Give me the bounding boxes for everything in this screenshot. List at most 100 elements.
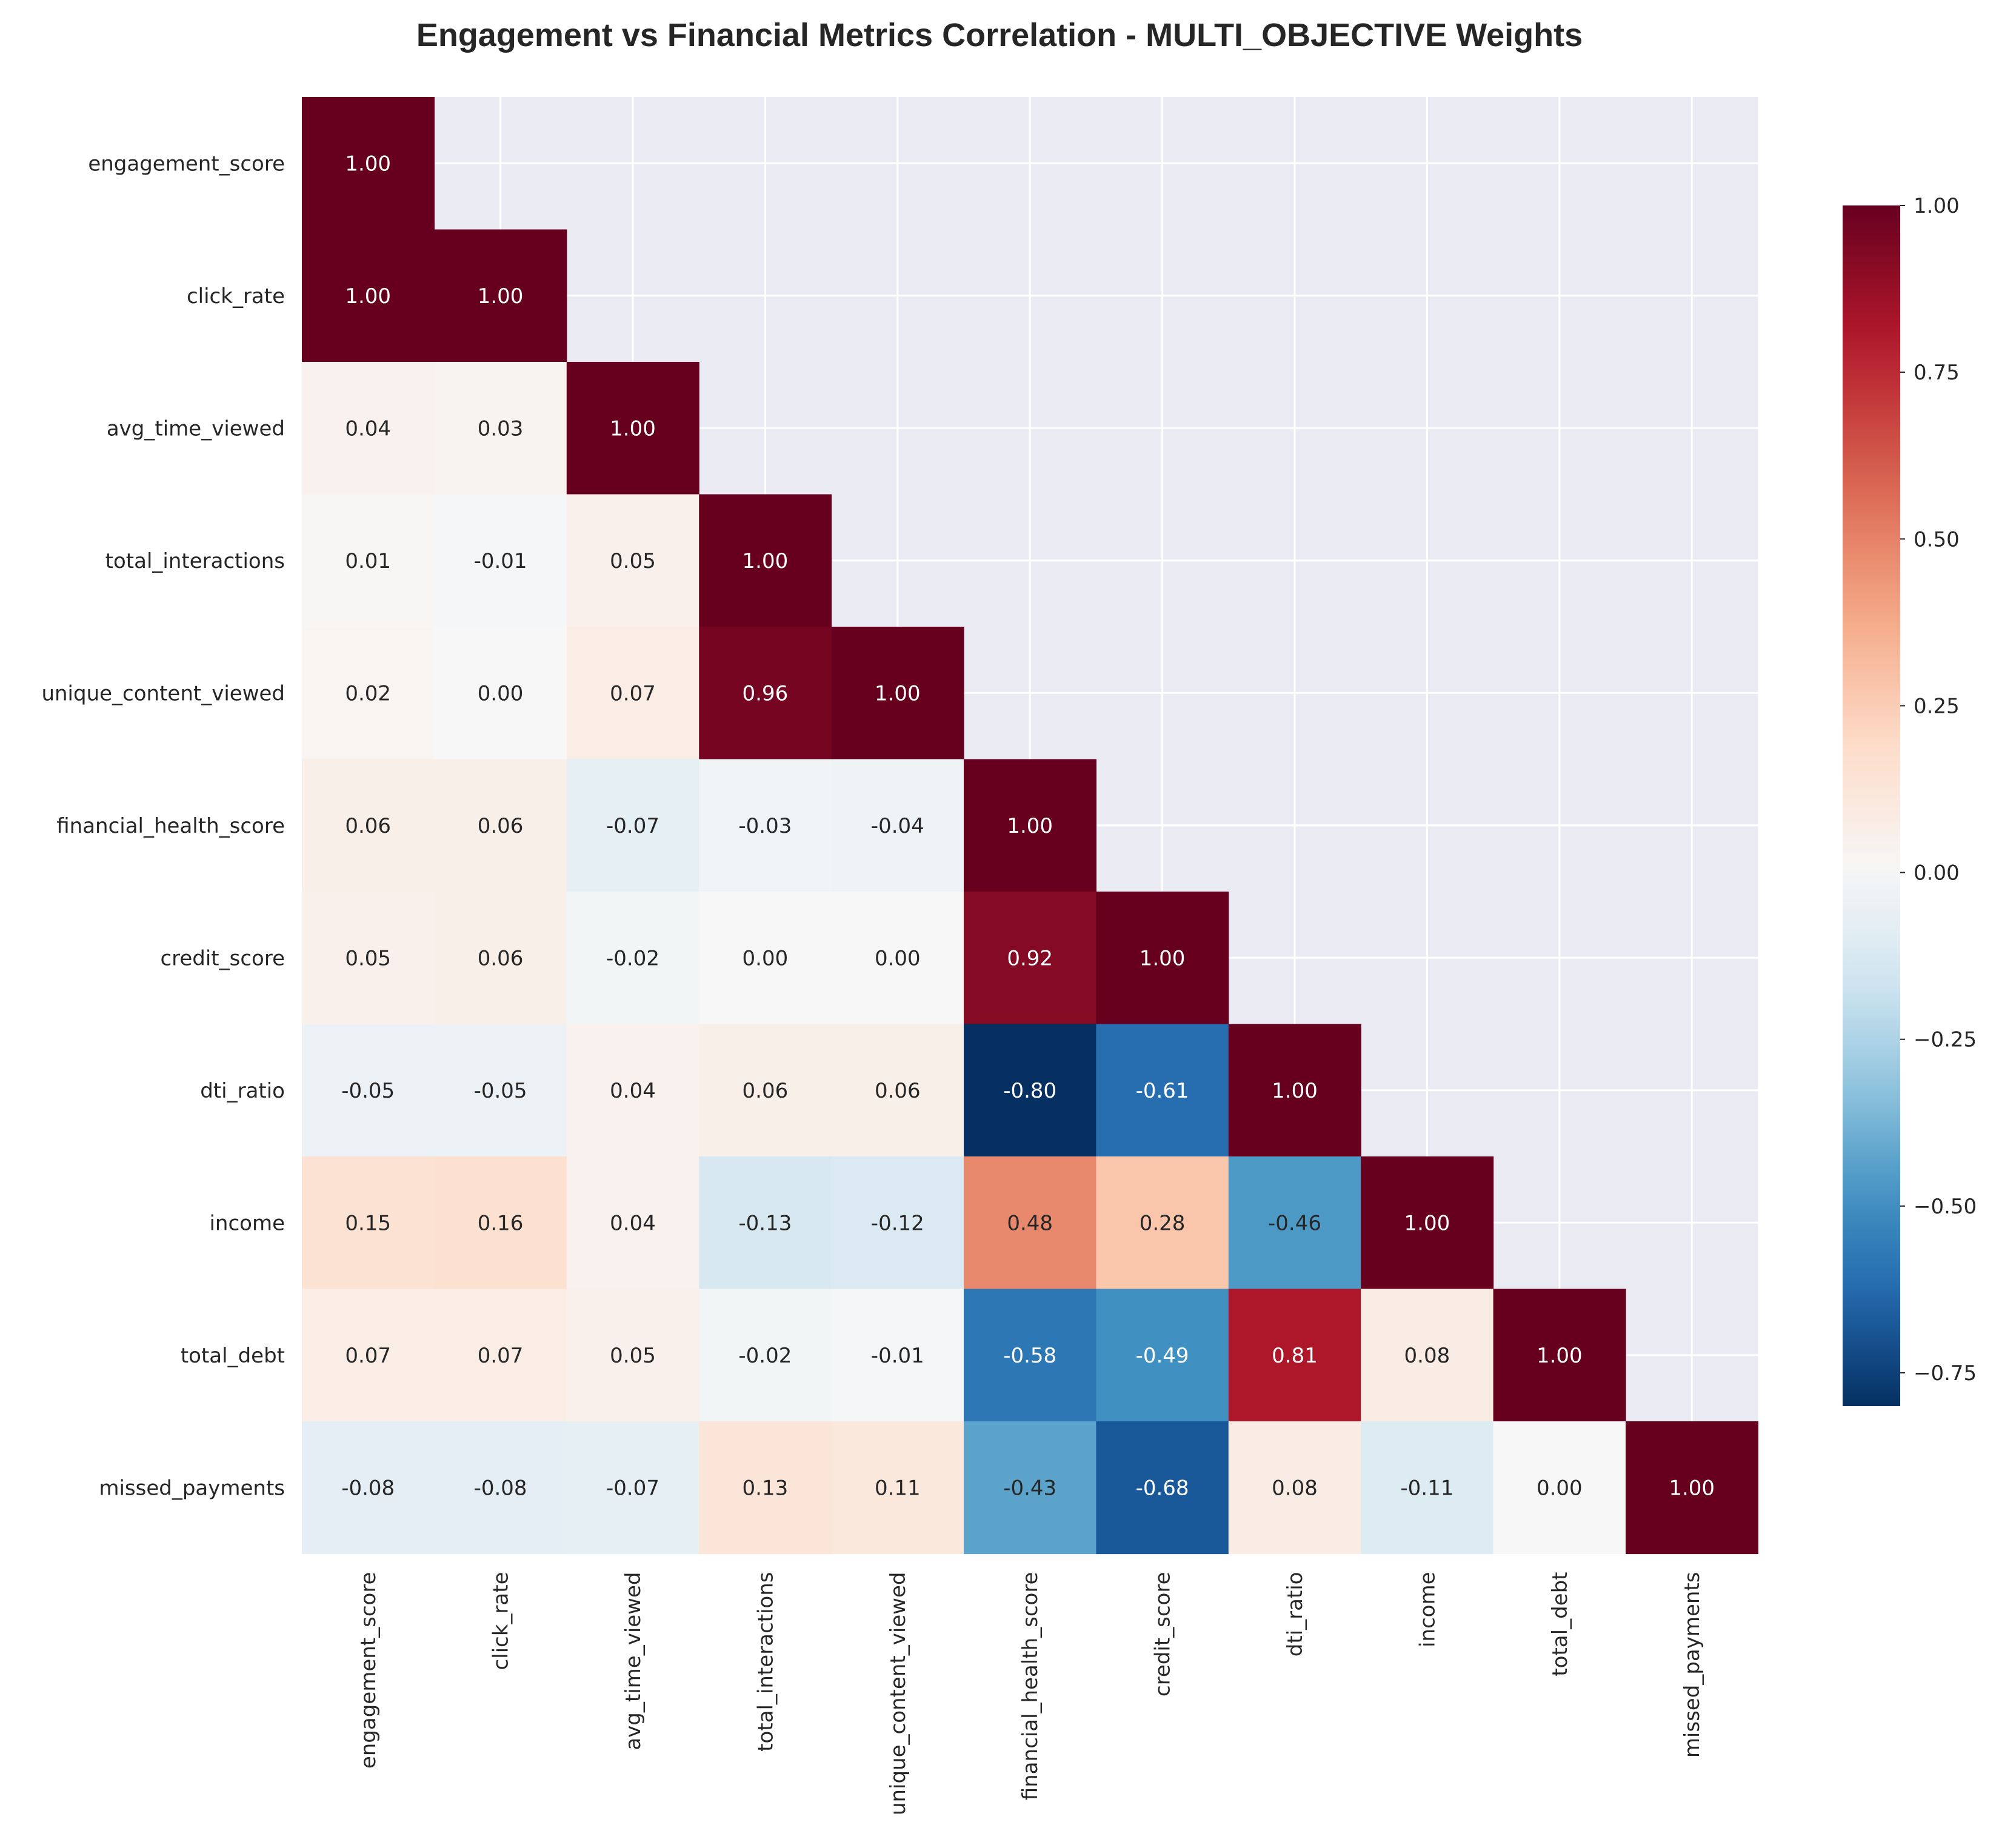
cell-value-income-engagement_score: 0.15 [345,1211,391,1235]
cell-value-click_rate-click_rate: 1.00 [478,284,524,309]
cell-value-unique_content_viewed-engagement_score: 0.02 [345,681,391,706]
cell-value-total_debt-avg_time_viewed: 0.05 [610,1344,656,1368]
column-label-total_interactions: total_interactions [753,1572,778,1752]
cell-value-engagement_score-engagement_score: 1.00 [345,152,391,176]
cell-value-dti_ratio-financial_health_score: -0.80 [1003,1079,1056,1103]
heatmap-cell-avg_time_viewed-engagement_score [302,362,435,495]
column-label-total_debt: total_debt [1548,1572,1572,1676]
cell-value-dti_ratio-credit_score: -0.61 [1136,1079,1189,1103]
heatmap-cell-credit_score-engagement_score [302,892,435,1025]
heatmap-cell-unique_content_viewed-engagement_score [302,627,435,760]
cell-value-missed_payments-unique_content_viewed: 0.11 [875,1476,921,1500]
cell-value-missed_payments-financial_health_score: -0.43 [1003,1476,1056,1500]
heatmap-cell-income-financial_health_score [964,1156,1096,1290]
cell-value-income-financial_health_score: 0.48 [1007,1211,1053,1235]
cell-value-missed_payments-total_debt: 0.00 [1537,1476,1583,1500]
heatmap-cell-financial_health_score-avg_time_viewed [566,759,699,892]
heatmap-cell-financial_health_score-total_interactions [699,759,832,892]
cell-value-total_interactions-engagement_score: 0.01 [345,549,391,573]
cell-value-financial_health_score-avg_time_viewed: -0.07 [606,814,659,838]
heatmap-cell-missed_payments-engagement_score [302,1421,435,1555]
cell-value-missed_payments-total_interactions: 0.13 [743,1476,789,1500]
heatmap-cell-missed_payments-dti_ratio [1228,1421,1361,1555]
cell-value-credit_score-credit_score: 1.00 [1140,946,1186,970]
row-label-total_interactions: total_interactions [105,549,285,573]
cell-value-total_debt-total_interactions: -0.02 [738,1344,792,1368]
row-labels: engagement_score click_rate avg_time_viewe… [41,152,285,1500]
column-labels: engagement_score click_rate avg_time_viewe… [356,1572,1704,1816]
heatmap-cell-income-unique_content_viewed [831,1156,964,1290]
heatmap-cell-unique_content_viewed-avg_time_viewed [566,627,699,760]
cell-value-unique_content_viewed-unique_content_viewed: 1.00 [875,681,921,706]
heatmap-cell-unique_content_viewed-total_interactions [699,627,832,760]
heatmap-cell-missed_payments-income [1361,1421,1494,1555]
heatmap-cell-dti_ratio-dti_ratio [1228,1024,1361,1157]
cell-value-financial_health_score-engagement_score: 0.06 [345,814,391,838]
cell-value-dti_ratio-total_interactions: 0.06 [743,1079,789,1103]
cell-value-credit_score-unique_content_viewed: 0.00 [875,946,921,970]
cell-value-total_debt-unique_content_viewed: -0.01 [871,1344,924,1368]
cell-value-avg_time_viewed-click_rate: 0.03 [478,416,524,441]
heatmap-cell-financial_health_score-financial_health_score [964,759,1096,892]
heatmap-cell-total_debt-unique_content_viewed [831,1289,964,1422]
heatmap-cell-financial_health_score-unique_content_viewed [831,759,964,892]
cell-value-dti_ratio-click_rate: -0.05 [474,1079,527,1103]
heatmap-cell-click_rate-click_rate [434,229,567,362]
cell-value-click_rate-engagement_score: 1.00 [345,284,391,309]
heatmap-cell-total_debt-click_rate [434,1289,567,1422]
heatmap-cell-credit_score-unique_content_viewed [831,892,964,1025]
heatmap-cell-credit_score-credit_score [1096,892,1229,1025]
heatmap-cell-unique_content_viewed-unique_content_viewed [831,627,964,760]
heatmap-cell-credit_score-financial_health_score [964,892,1096,1025]
colorbar-tick-label: 0.50 [1914,527,1960,552]
heatmap-cell-dti_ratio-total_interactions [699,1024,832,1157]
heatmap-cell-dti_ratio-unique_content_viewed [831,1024,964,1157]
heatmap-cell-total_debt-financial_health_score [964,1289,1096,1422]
cell-value-missed_payments-income: -0.11 [1400,1476,1453,1500]
row-label-financial_health_score: financial_health_score [56,814,285,838]
cell-value-credit_score-click_rate: 0.06 [478,946,524,970]
heatmap-cell-missed_payments-avg_time_viewed [566,1421,699,1555]
heatmap-cell-financial_health_score-click_rate [434,759,567,892]
heatmap-cell-missed_payments-total_debt [1493,1421,1626,1555]
colorbar-tick-label: −0.75 [1914,1361,1977,1386]
cell-value-income-income: 1.00 [1404,1211,1450,1235]
cell-value-dti_ratio-unique_content_viewed: 0.06 [875,1079,921,1103]
cell-value-credit_score-engagement_score: 0.05 [345,946,391,970]
heatmap-cell-missed_payments-missed_payments [1626,1421,1758,1555]
heatmap-cell-total_interactions-total_interactions [699,494,832,627]
cell-value-income-total_interactions: -0.13 [738,1211,792,1235]
heatmap-cell-total_debt-avg_time_viewed [566,1289,699,1422]
heatmap-cell-total_debt-income [1361,1289,1494,1422]
heatmap-cell-credit_score-total_interactions [699,892,832,1025]
cell-value-income-unique_content_viewed: -0.12 [871,1211,924,1235]
cell-value-missed_payments-dti_ratio: 0.08 [1272,1476,1318,1500]
column-label-missed_payments: missed_payments [1680,1572,1704,1758]
heatmap-cell-unique_content_viewed-click_rate [434,627,567,760]
cell-value-missed_payments-missed_payments: 1.00 [1669,1476,1715,1500]
cell-value-total_interactions-total_interactions: 1.00 [743,549,789,573]
heatmap-cell-financial_health_score-engagement_score [302,759,435,892]
row-label-dti_ratio: dti_ratio [200,1079,285,1103]
cell-value-total_debt-financial_health_score: -0.58 [1003,1344,1056,1368]
column-label-income: income [1415,1572,1440,1648]
cell-value-credit_score-total_interactions: 0.00 [743,946,789,970]
row-label-income: income [209,1211,285,1235]
cell-value-financial_health_score-total_interactions: -0.03 [738,814,792,838]
cell-value-income-click_rate: 0.16 [478,1211,524,1235]
heatmap-cell-total_debt-dti_ratio [1228,1289,1361,1422]
cell-value-credit_score-financial_health_score: 0.92 [1007,946,1053,970]
heatmap-cell-income-click_rate [434,1156,567,1290]
cell-value-total_debt-total_debt: 1.00 [1537,1344,1583,1368]
row-label-total_debt: total_debt [181,1344,285,1368]
heatmap-cell-income-income [1361,1156,1494,1290]
cell-value-income-credit_score: 0.28 [1140,1211,1186,1235]
column-label-dti_ratio: dti_ratio [1283,1572,1307,1657]
heatmap-cell-income-avg_time_viewed [566,1156,699,1290]
column-label-credit_score: credit_score [1151,1572,1175,1697]
colorbar-tick-label: 0.75 [1914,361,1960,385]
heatmap-cell-avg_time_viewed-avg_time_viewed [566,362,699,495]
cell-value-avg_time_viewed-engagement_score: 0.04 [345,416,391,441]
heatmap-cell-income-engagement_score [302,1156,435,1290]
